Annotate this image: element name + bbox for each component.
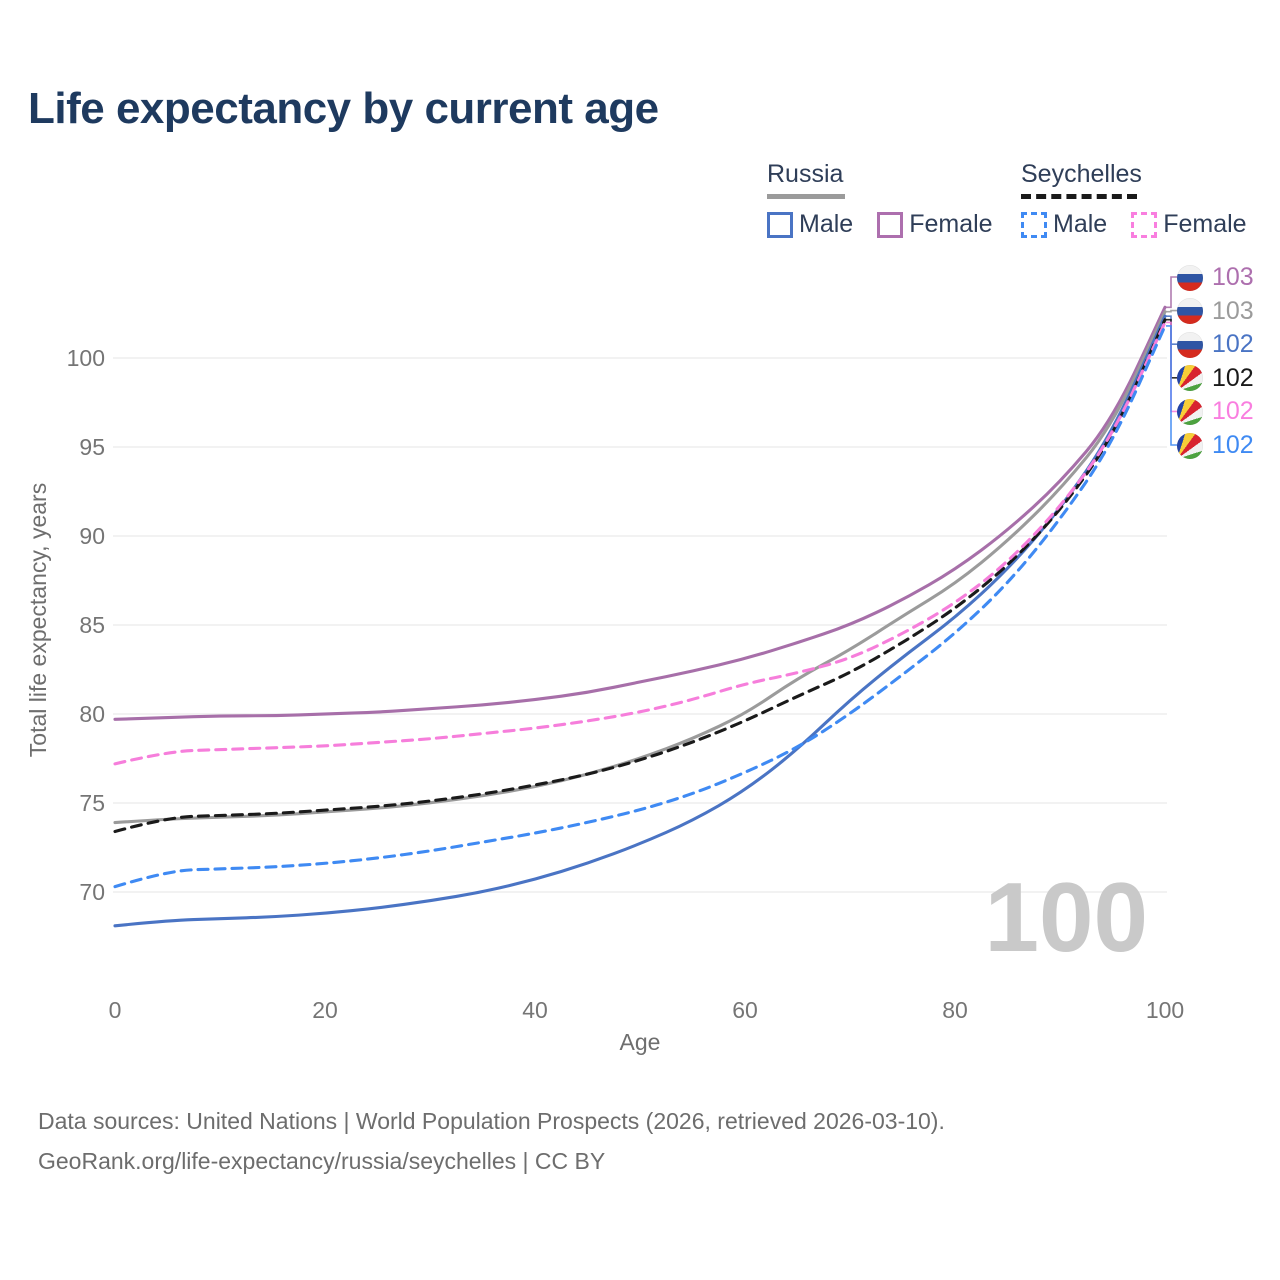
legend-label-russia-female: Female [909,210,993,238]
legend-label-seychelles-male: Male [1053,210,1108,238]
legend-item-seychelles-male: Male [1021,210,1107,239]
legend-label-seychelles-female: Female [1163,210,1247,238]
leader-seychelles-male [1166,325,1177,446]
x-tick-20: 20 [312,997,338,1023]
legend-group-russia: Russia Male Female [767,160,993,239]
legend-swatch-seychelles-female [1131,211,1158,238]
line-seychelles-female [113,320,1167,766]
legend-item-russia-male: Male [767,210,853,239]
end-label-row-russia-female: 103 [1177,263,1254,291]
seychelles-flag-icon [1177,432,1203,459]
y-tick-70: 70 [79,879,105,905]
x-tick-0: 0 [109,997,122,1023]
line-russia-both-sexes [113,310,1167,825]
y-tick-75: 75 [79,790,105,816]
end-label-row-seychelles-male: 102 [1177,431,1254,459]
y-tick-100: 100 [67,345,105,371]
end-value-russia-both: 103 [1212,296,1254,325]
end-value-seychelles-both: 102 [1212,363,1254,392]
y-tick-80: 80 [79,701,105,727]
legend-swatch-russia-male [767,211,793,238]
y-tick-95: 95 [79,434,105,460]
end-value-seychelles-male: 102 [1212,431,1254,459]
leader-russia-female [1166,276,1177,309]
legend-underline-seychelles-dashed [1021,194,1137,199]
x-tick-80: 80 [942,997,968,1023]
line-seychelles-both-sexes [113,318,1167,834]
seychelles-flag-icon [1177,398,1203,425]
line-russia-male [113,314,1167,928]
line-seychelles-male [113,324,1167,889]
legend-header-seychelles: Seychelles [1021,160,1142,188]
end-label-row-seychelles-both: 102 [1177,363,1254,392]
line-russia-female [113,305,1167,721]
x-tick-60: 60 [732,997,758,1023]
x-tick-100: 100 [1146,997,1184,1023]
page-title: Life expectancy by current age [28,84,659,133]
y-axis-title: Total life expectancy, years [25,483,51,757]
legend-swatch-russia-female [877,211,904,238]
legend-item-russia-female: Female [877,210,993,239]
legend-swatch-seychelles-male [1021,211,1047,238]
leader-russia-both-sexes [1166,309,1177,313]
seychelles-flag-icon [1177,365,1203,392]
russia-flag-icon [1177,331,1203,358]
russia-flag-icon [1177,298,1203,325]
end-value-russia-female: 103 [1212,263,1254,291]
y-tick-90: 90 [79,523,105,549]
end-label-row-seychelles-female: 102 [1177,397,1254,426]
data-sources-line: Data sources: United Nations | World Pop… [38,1108,945,1134]
legend-label-russia-male: Male [799,210,854,238]
end-label-row-russia-both: 103 [1177,296,1254,325]
legend-group-seychelles: Seychelles Male Female [1021,160,1247,239]
y-tick-85: 85 [79,612,105,638]
age-watermark: 100 [984,862,1148,972]
legend-header-russia: Russia [767,160,844,188]
legend-item-seychelles-female: Female [1131,210,1247,239]
end-label-row-russia-male: 102 [1177,330,1254,359]
legend-underline-russia-solid [767,194,845,199]
end-value-russia-male: 102 [1212,330,1254,359]
x-tick-40: 40 [522,997,548,1023]
end-value-seychelles-female: 102 [1212,397,1254,426]
x-axis-title: Age [620,1029,661,1055]
russia-flag-icon [1177,264,1203,291]
attribution-line: GeoRank.org/life-expectancy/russia/seych… [38,1148,606,1174]
